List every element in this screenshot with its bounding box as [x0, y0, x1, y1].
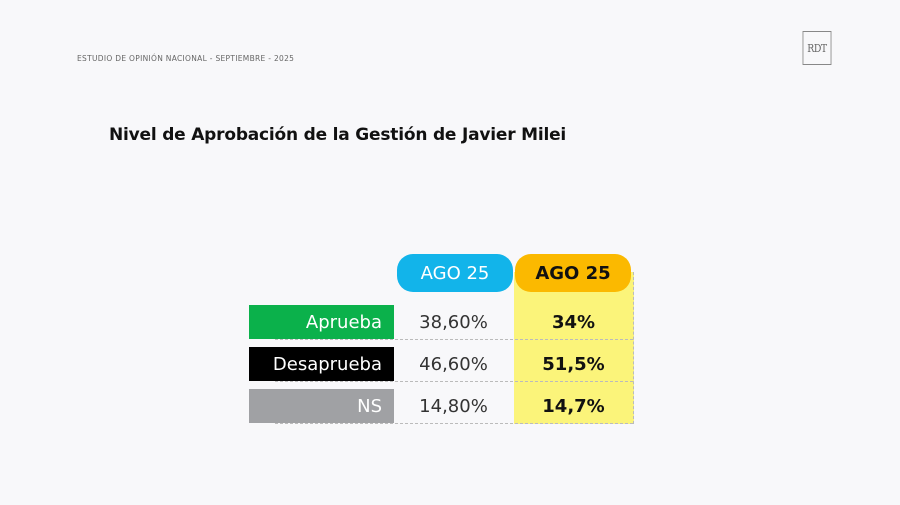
highlight-column — [514, 272, 634, 424]
cell-value: 14,7% — [542, 395, 605, 417]
cell-value: 38,60% — [419, 311, 488, 333]
row-label-desaprueba: Desaprueba — [249, 347, 394, 381]
row-divider — [275, 381, 633, 382]
row-divider — [275, 339, 633, 340]
cell-value: 14,80% — [419, 395, 488, 417]
row-divider — [275, 423, 633, 424]
study-header: ESTUDIO DE OPINIÓN NACIONAL - SEPTIEMBRE… — [77, 54, 295, 63]
cell-value: 51,5% — [542, 353, 605, 375]
column-header-2: AGO 25 — [515, 254, 631, 292]
cell-value: 46,60% — [419, 353, 488, 375]
row-label-aprueba: Aprueba — [249, 305, 394, 339]
row-label-ns: NS — [249, 389, 394, 423]
page-title: Nivel de Aprobación de la Gestión de Jav… — [109, 125, 567, 145]
cell-value: 34% — [551, 311, 596, 333]
rdt-logo: RDT — [802, 31, 832, 65]
column-header-1: AGO 25 — [397, 254, 513, 292]
